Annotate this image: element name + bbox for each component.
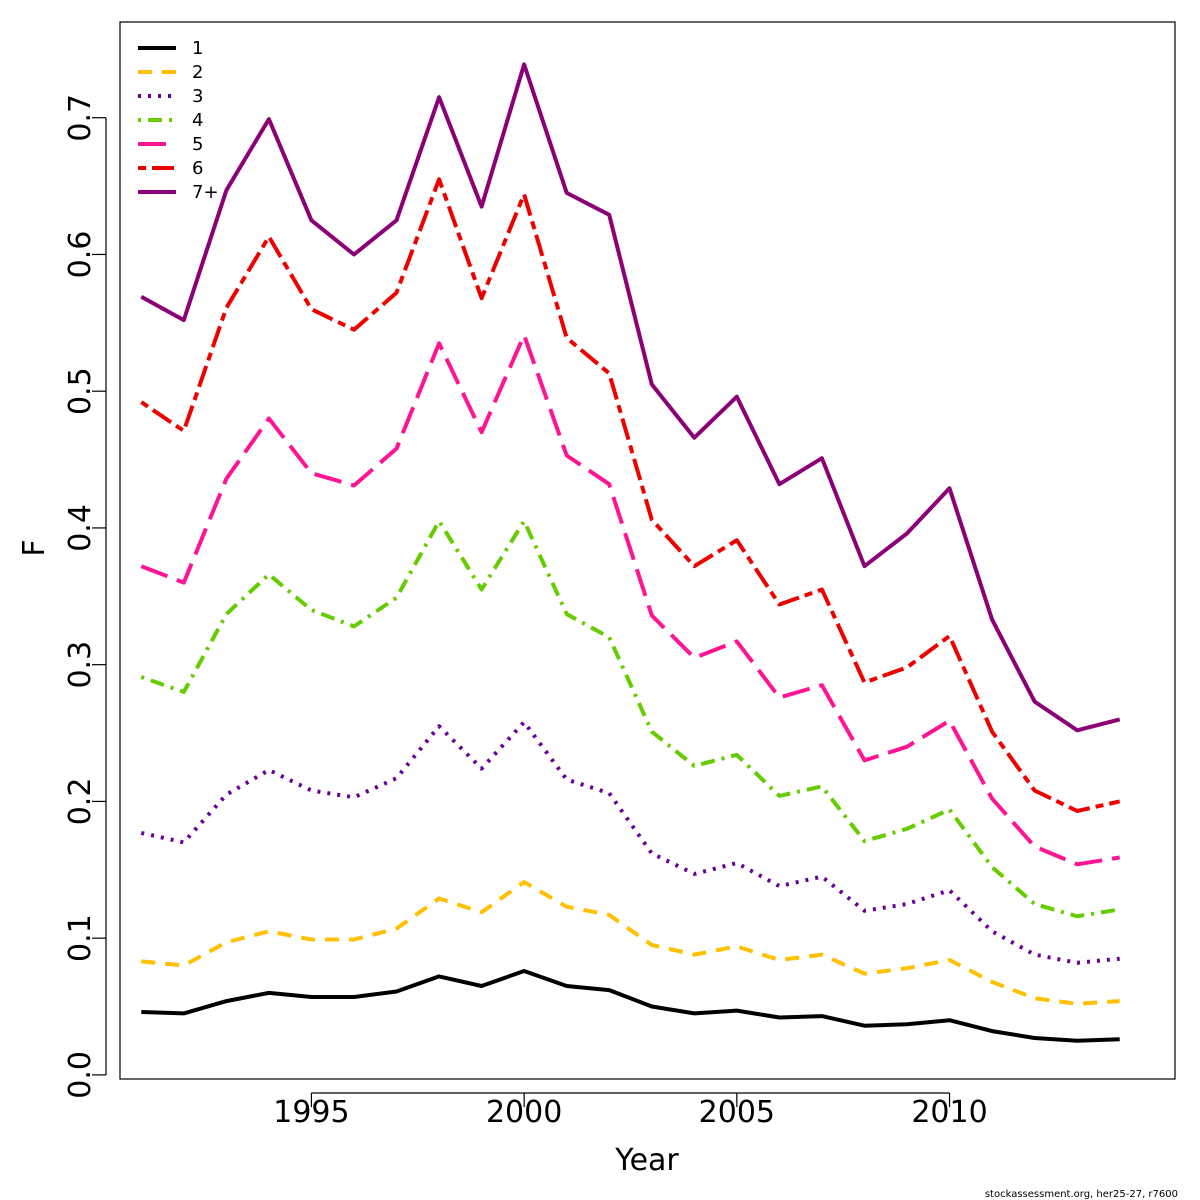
legend: 1 2 3 4 5 6 7+ (138, 38, 219, 203)
series-line-7plus (140, 62, 1121, 733)
series-line-4 (140, 519, 1121, 919)
legend-label: 6 (192, 158, 203, 179)
y-tick-label: 0.6 (63, 231, 98, 279)
series-line-5 (140, 333, 1121, 867)
x-tick-label: 2010 (911, 1095, 987, 1130)
legend-label: 7+ (192, 182, 219, 203)
series-line-2 (141, 880, 1120, 1006)
legend-label: 5 (192, 134, 203, 155)
x-axis: 1995 2000 2005 2010 (273, 1092, 988, 1130)
x-axis-title: Year (614, 1143, 679, 1178)
y-tick-label: 0.2 (63, 778, 98, 826)
footer-credit: stockassessment.org, her25-27, r7600 (985, 1189, 1178, 1200)
legend-label: 2 (192, 62, 203, 83)
series-line-3 (140, 720, 1120, 965)
y-tick-label: 0.7 (63, 94, 98, 142)
y-tick-label: 0.4 (63, 504, 98, 552)
series-layer (140, 62, 1121, 1043)
plot-box (119, 21, 1176, 1080)
x-tick-label: 2005 (699, 1095, 775, 1130)
x-tick-label: 1995 (273, 1095, 349, 1130)
y-tick-label: 0.3 (63, 641, 98, 689)
y-tick-label: 0.5 (63, 367, 98, 415)
y-tick-label: 0.0 (63, 1051, 98, 1099)
series-line-1 (141, 969, 1120, 1043)
y-tick-label: 0.1 (63, 914, 98, 962)
y-axis: 0.0 0.1 0.2 0.3 0.4 0.5 0.6 0.7 (63, 94, 107, 1099)
x-tick-label: 2000 (486, 1095, 562, 1130)
y-axis-title: F (17, 539, 52, 556)
legend-label: 4 (192, 110, 203, 131)
series-line-6 (140, 177, 1121, 813)
legend-label: 3 (192, 86, 203, 107)
legend-label: 1 (192, 38, 203, 59)
